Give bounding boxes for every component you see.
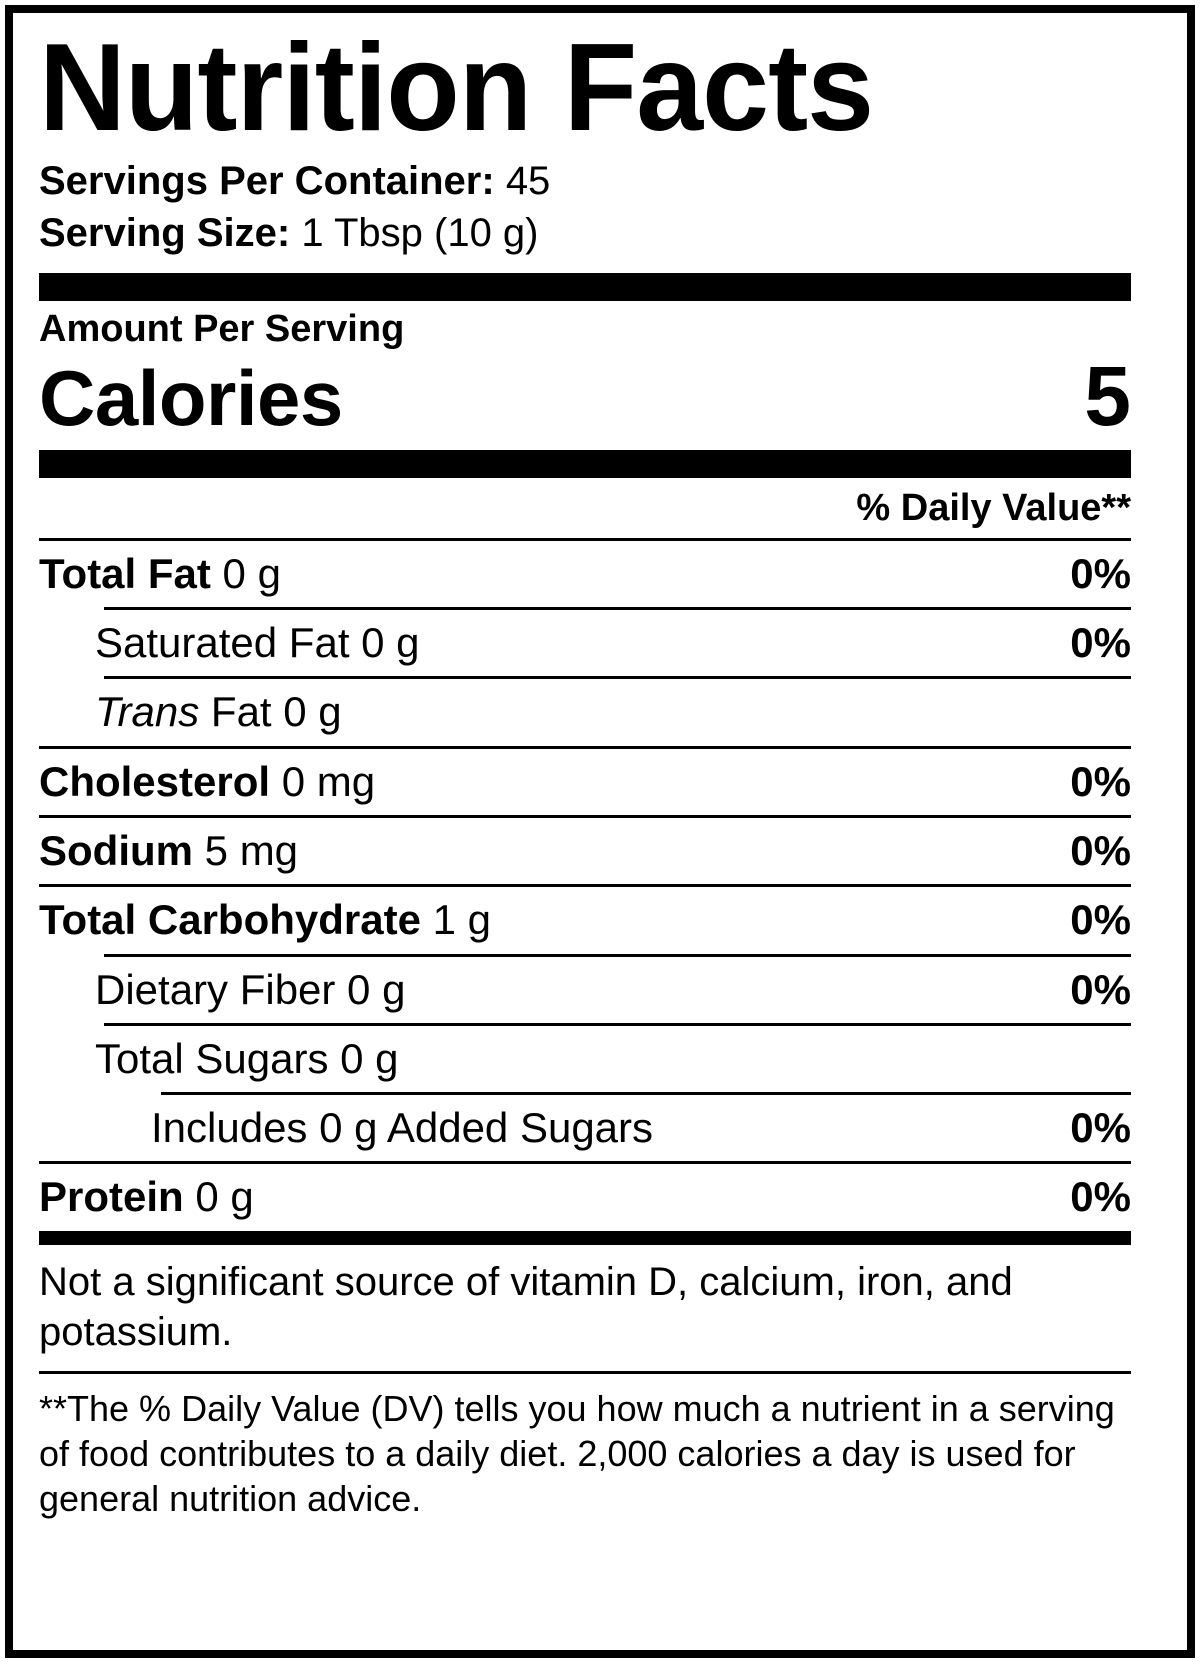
daily-value-footnote: **The % Daily Value (DV) tells you how m… bbox=[39, 1387, 1115, 1520]
footnote-divider bbox=[39, 1370, 1131, 1374]
nutrition-facts-content: Nutrition Facts Servings Per Container: … bbox=[39, 25, 1131, 1532]
nutrient-table: Total Fat 0 g 0% Saturated Fat 0 g 0% Trans … bbox=[39, 537, 1131, 1231]
separator-bar-top bbox=[39, 273, 1131, 302]
calories-value: 5 bbox=[1084, 349, 1131, 444]
serving-size-label: Serving Size: bbox=[39, 211, 291, 256]
nutrient-daily-value: 0% bbox=[1070, 1104, 1131, 1152]
nutrient-row: Total Carbohydrate 1 g 0% bbox=[39, 887, 1131, 953]
nutrient-daily-value: 0% bbox=[1070, 757, 1131, 805]
nutrient-name: Dietary Fiber 0 g bbox=[95, 965, 406, 1013]
row-divider bbox=[104, 607, 1131, 611]
servings-per-container-value: 45 bbox=[505, 159, 551, 204]
nutrient-daily-value: 0% bbox=[1070, 826, 1131, 874]
calories-label: Calories bbox=[39, 354, 343, 443]
nutrient-row: Cholesterol 0 mg 0% bbox=[39, 749, 1131, 815]
row-divider bbox=[39, 1161, 1131, 1165]
nutrient-name: Total Sugars 0 g bbox=[95, 1034, 399, 1082]
nutrient-name: Saturated Fat 0 g bbox=[95, 619, 420, 667]
not-significant-source-note: Not a significant source of vitamin D, c… bbox=[39, 1259, 1013, 1354]
separator-bar-bottom bbox=[39, 1230, 1131, 1245]
nutrient-name: Trans Fat 0 g bbox=[95, 688, 342, 736]
row-divider bbox=[39, 814, 1131, 818]
serving-size-row: Serving Size: 1 Tbsp (10 g) bbox=[39, 207, 1131, 259]
nutrient-daily-value: 0% bbox=[1070, 896, 1131, 944]
nutrient-row: Sodium 5 mg 0% bbox=[39, 818, 1131, 884]
row-divider bbox=[104, 1022, 1131, 1026]
nutrient-daily-value: 0% bbox=[1070, 1173, 1131, 1221]
daily-value-header: % Daily Value** bbox=[856, 486, 1131, 529]
nutrient-row: Saturated Fat 0 g 0% bbox=[39, 610, 1131, 676]
nutrient-name: Cholesterol 0 mg bbox=[39, 757, 376, 805]
nutrient-row: Dietary Fiber 0 g 0% bbox=[39, 957, 1131, 1023]
nutrient-name: Protein 0 g bbox=[39, 1173, 254, 1221]
nutrient-name: Total Carbohydrate 1 g bbox=[39, 896, 491, 944]
page-title: Nutrition Facts bbox=[39, 19, 874, 157]
row-divider bbox=[104, 676, 1131, 680]
nutrient-row: Total Sugars 0 g bbox=[39, 1026, 1131, 1092]
servings-block: Servings Per Container: 45 Serving Size:… bbox=[39, 155, 1131, 273]
amount-per-serving-label: Amount Per Serving bbox=[39, 308, 405, 351]
nutrient-name: Includes 0 g Added Sugars bbox=[151, 1104, 654, 1152]
nutrient-name: Sodium 5 mg bbox=[39, 826, 299, 874]
row-divider bbox=[104, 953, 1131, 957]
nutrient-row: Trans Fat 0 g bbox=[39, 679, 1131, 745]
nutrient-daily-value: 0% bbox=[1070, 965, 1131, 1013]
nutrition-facts-panel: Nutrition Facts Servings Per Container: … bbox=[5, 5, 1195, 1658]
row-divider bbox=[39, 537, 1131, 541]
nutrient-row: Total Fat 0 g 0% bbox=[39, 541, 1131, 607]
nutrient-daily-value: 0% bbox=[1070, 619, 1131, 667]
row-divider bbox=[39, 745, 1131, 749]
calories-row: Calories 5 bbox=[39, 351, 1131, 450]
row-divider bbox=[39, 884, 1131, 888]
serving-size-value: 1 Tbsp (10 g) bbox=[301, 211, 539, 256]
nutrient-daily-value: 0% bbox=[1070, 549, 1131, 597]
nutrient-name: Total Fat 0 g bbox=[39, 549, 281, 597]
row-divider bbox=[161, 1092, 1131, 1096]
servings-per-container-row: Servings Per Container: 45 bbox=[39, 155, 1131, 207]
servings-per-container-label: Servings Per Container: bbox=[39, 159, 495, 204]
nutrient-row: Protein 0 g 0% bbox=[39, 1164, 1131, 1230]
nutrient-row: Includes 0 g Added Sugars 0% bbox=[39, 1095, 1131, 1161]
separator-bar-calories bbox=[39, 449, 1131, 478]
